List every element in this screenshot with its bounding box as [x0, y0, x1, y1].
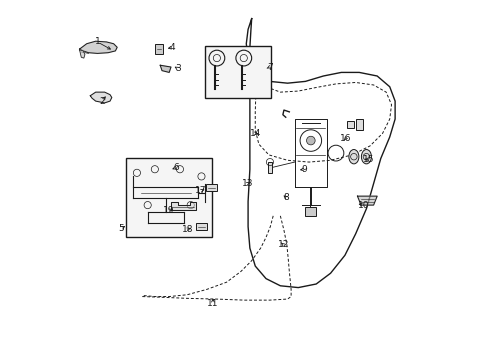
Text: 13: 13: [241, 179, 253, 188]
Bar: [126, 158, 212, 237]
Bar: [355, 119, 362, 130]
Bar: [155, 44, 163, 54]
Text: 12: 12: [277, 240, 288, 249]
Polygon shape: [90, 92, 112, 103]
Text: 15: 15: [362, 155, 373, 164]
Text: 10: 10: [357, 201, 368, 210]
Text: 8: 8: [283, 193, 289, 202]
Text: 2: 2: [99, 96, 105, 105]
Bar: [304, 207, 315, 216]
Text: 11: 11: [207, 299, 218, 308]
Text: 9: 9: [301, 165, 307, 174]
Text: 19: 19: [163, 206, 174, 215]
Ellipse shape: [361, 149, 371, 164]
Polygon shape: [160, 65, 171, 72]
Bar: [196, 223, 206, 230]
Text: 16: 16: [340, 134, 351, 143]
Polygon shape: [80, 41, 117, 53]
Polygon shape: [357, 196, 376, 205]
Text: 17: 17: [195, 186, 206, 195]
Bar: [204, 45, 271, 98]
Bar: [206, 184, 217, 192]
Text: 18: 18: [182, 225, 193, 234]
Bar: [346, 121, 353, 128]
Text: 6: 6: [173, 163, 179, 172]
Text: 7: 7: [266, 63, 272, 72]
Bar: [267, 162, 271, 173]
Ellipse shape: [348, 149, 358, 164]
Polygon shape: [170, 202, 195, 210]
Circle shape: [306, 136, 314, 145]
Text: 1: 1: [94, 37, 100, 46]
Text: 4: 4: [170, 43, 175, 52]
Polygon shape: [80, 50, 85, 58]
Text: 5: 5: [118, 224, 123, 233]
Text: 14: 14: [249, 129, 261, 138]
Text: 3: 3: [175, 64, 181, 73]
